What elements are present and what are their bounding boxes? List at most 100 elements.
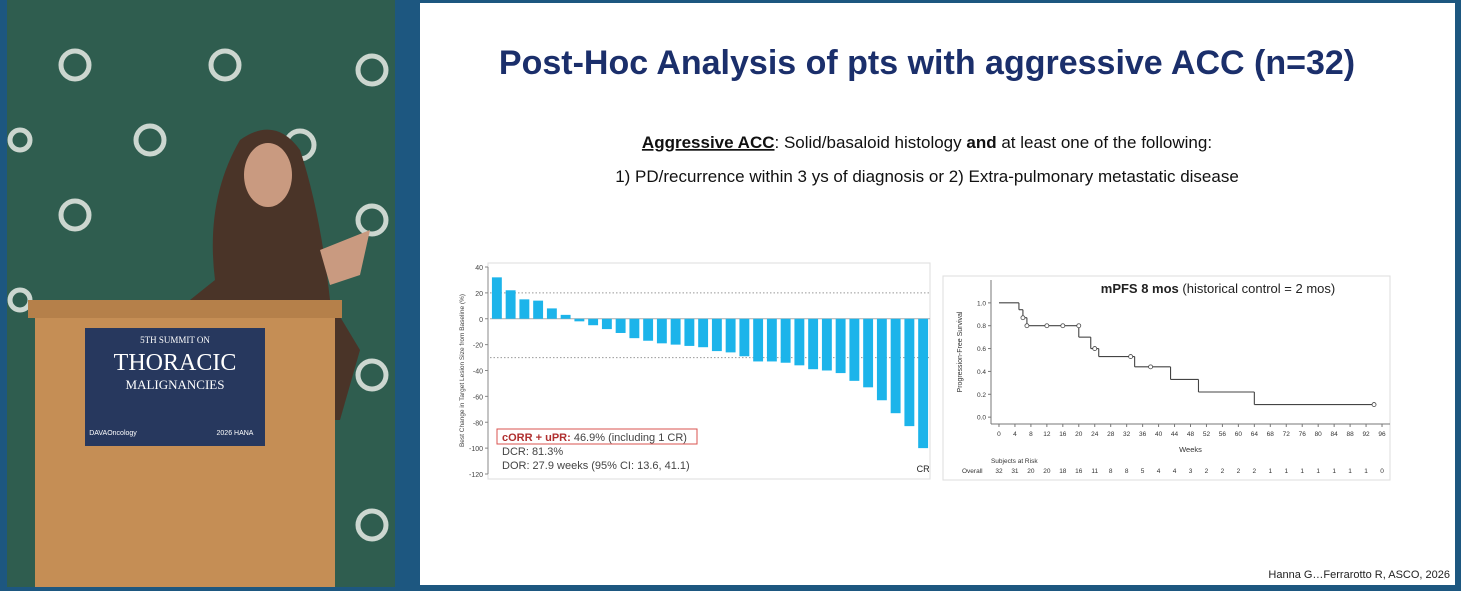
km-title: mPFS 8 mos (historical control = 2 mos) (1101, 281, 1335, 296)
annotation: DCR: 81.3% (502, 446, 563, 458)
x-tick-label: 60 (1235, 431, 1243, 438)
annotation-box (496, 428, 698, 445)
at-risk: 4 (1157, 468, 1161, 475)
bar (533, 300, 544, 319)
bar (615, 318, 626, 333)
video-panel: 5TH SUMMIT ON THORACIC MALIGNANCIES DAVA… (7, 0, 395, 587)
bar (725, 318, 736, 353)
bar (849, 318, 860, 381)
annotation-text: DCR: 81.3% (502, 446, 563, 458)
definition-bold: and (966, 133, 996, 152)
at-risk: 1 (1348, 468, 1352, 475)
km-title-bold: mPFS 8 mos (1101, 281, 1179, 296)
y-tick-label: 0 (479, 317, 483, 324)
at-risk: 2 (1205, 468, 1209, 475)
y-tick-label: -100 (469, 446, 483, 453)
bar (876, 318, 887, 401)
annotation-text: DOR: 27.9 weeks (95% CI: 13.6, 41.1) (502, 460, 690, 472)
annotation: cORR + uPR: 46.9% (including 1 CR) (502, 432, 687, 444)
y-tick-label: 40 (475, 265, 483, 272)
censor-mark (1092, 346, 1098, 351)
at-risk: 8 (1125, 468, 1129, 475)
at-risk: 20 (1043, 468, 1051, 475)
x-tick-label: 12 (1043, 431, 1051, 438)
at-risk: 3 (1189, 468, 1193, 475)
x-tick-label: 0 (997, 431, 1001, 438)
at-risk: 16 (1075, 468, 1083, 475)
bar (808, 318, 819, 370)
y-tick-label: -120 (469, 472, 483, 479)
definition: Aggressive ACC: Solid/basaloid histology… (642, 133, 1212, 152)
bar (505, 290, 516, 319)
cr-label: CR (917, 464, 930, 474)
x-tick-label: 4 (1013, 431, 1017, 438)
bar (684, 318, 695, 346)
y-tick-label: -20 (473, 343, 483, 350)
at-risk: 18 (1059, 468, 1067, 475)
x-tick-label: 56 (1219, 431, 1227, 438)
bar (519, 299, 530, 319)
y-tick-label: 1.0 (977, 300, 986, 307)
censor-mark (1024, 323, 1030, 329)
slide (420, 3, 1455, 585)
censor-mark (1128, 354, 1134, 359)
y-tick-label: 20 (475, 291, 483, 298)
bar (794, 318, 805, 366)
bar (670, 318, 681, 345)
at-risk: 20 (1027, 468, 1035, 475)
at-risk: 2 (1221, 468, 1225, 475)
definition-term: Aggressive ACC (642, 133, 775, 152)
x-tick-label: 80 (1315, 431, 1323, 438)
at-risk: 1 (1268, 468, 1272, 475)
bar (491, 277, 502, 319)
x-tick-label: 16 (1059, 431, 1067, 438)
at-risk: 1 (1364, 468, 1368, 475)
bar (904, 318, 915, 427)
bar (546, 308, 557, 319)
x-tick-label: 76 (1299, 431, 1307, 438)
chart-frame (942, 275, 1391, 481)
at-risk: 31 (1011, 468, 1019, 475)
sign-line: THORACIC (114, 350, 237, 376)
sign-logo: DAVAOncology (89, 430, 137, 437)
censor-mark (1371, 402, 1377, 407)
x-axis-label: Weeks (1179, 445, 1202, 454)
bar (574, 318, 585, 322)
slide-title: Post-Hoc Analysis of pts with aggressive… (499, 44, 1355, 82)
y-tick-label: -60 (473, 394, 483, 401)
censor-mark (1148, 364, 1153, 370)
bar (821, 318, 832, 371)
risk-title: Subjects at Risk (991, 458, 1038, 465)
podium-sign (85, 328, 265, 446)
bar (643, 318, 654, 341)
annotation: DOR: 27.9 weeks (95% CI: 13.6, 41.1) (502, 460, 690, 472)
y-tick-label: 0.4 (977, 369, 986, 376)
x-tick-label: 72 (1283, 431, 1291, 438)
sign-line: 5TH SUMMIT ON (140, 335, 210, 345)
x-tick-label: 88 (1346, 431, 1354, 438)
definition-text: at least one of the following: (997, 133, 1212, 152)
bar (698, 318, 709, 348)
bar (601, 318, 612, 330)
bar (890, 318, 901, 414)
x-tick-label: 48 (1187, 431, 1195, 438)
bar (918, 318, 929, 449)
y-tick-label: 0.0 (977, 415, 986, 422)
bar (588, 318, 599, 326)
x-tick-label: 28 (1107, 431, 1115, 438)
at-risk: 8 (1109, 468, 1113, 475)
x-tick-label: 36 (1139, 431, 1147, 438)
bar (711, 318, 722, 352)
at-risk: 1 (1300, 468, 1304, 475)
criteria: 1) PD/recurrence within 3 ys of diagnosi… (615, 167, 1239, 186)
annotation-bold: cORR + uPR: (502, 432, 571, 444)
at-risk: 1 (1284, 468, 1288, 475)
sign-event: 2026 HANA (217, 430, 254, 437)
x-tick-label: 92 (1362, 431, 1370, 438)
x-tick-label: 40 (1155, 431, 1163, 438)
footer: Hanna G…Ferrarotto R, ASCO, 2026 (1268, 569, 1450, 581)
at-risk: 2 (1253, 468, 1257, 475)
